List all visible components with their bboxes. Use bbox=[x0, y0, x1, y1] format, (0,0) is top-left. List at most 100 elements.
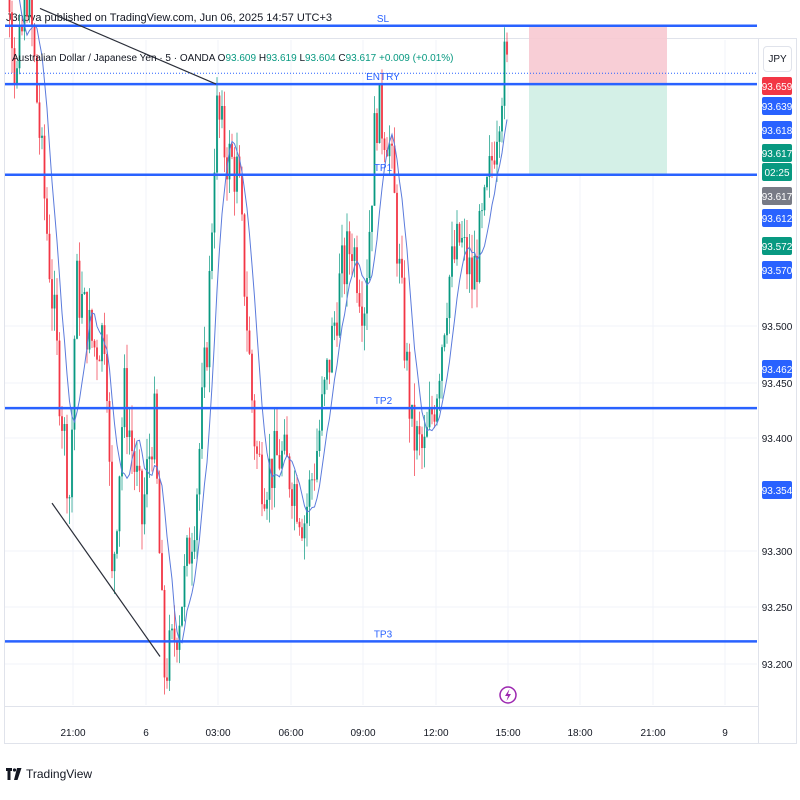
candle-body bbox=[156, 393, 158, 479]
candle bbox=[166, 658, 168, 689]
candle bbox=[143, 477, 146, 535]
candle-body bbox=[161, 553, 163, 590]
tradingview-footer[interactable]: TradingView bbox=[6, 767, 92, 781]
candle-body bbox=[456, 223, 458, 260]
chart-pane[interactable] bbox=[4, 38, 797, 744]
candle bbox=[53, 270, 56, 331]
candle bbox=[38, 84, 41, 155]
candle-body bbox=[31, 0, 33, 27]
price-badge-text: 93.612 bbox=[762, 214, 793, 225]
price-badge-text: 93.462 bbox=[762, 365, 793, 376]
candle-body bbox=[341, 245, 343, 274]
candle-body bbox=[63, 424, 66, 431]
candle bbox=[183, 554, 186, 622]
candle-body bbox=[371, 205, 373, 232]
candle-body bbox=[453, 246, 456, 260]
candle-body bbox=[246, 296, 248, 331]
price-scale-divider bbox=[758, 38, 759, 744]
candle bbox=[378, 83, 381, 144]
candle-body bbox=[293, 484, 296, 506]
candle-body bbox=[328, 359, 331, 373]
candle-body bbox=[133, 451, 136, 472]
candle bbox=[421, 426, 423, 470]
legend-open: O93.609 bbox=[217, 53, 257, 64]
candle-body bbox=[176, 641, 178, 650]
candle bbox=[213, 148, 216, 249]
time-scale-divider bbox=[4, 706, 758, 707]
candle-body bbox=[143, 494, 146, 525]
candle bbox=[478, 204, 481, 284]
candle bbox=[233, 147, 236, 216]
candle-body bbox=[331, 325, 333, 373]
candle bbox=[368, 210, 371, 281]
candle bbox=[116, 529, 118, 559]
price-badge-bg bbox=[762, 77, 792, 95]
legend-change: +0.009 (+0.01%) bbox=[378, 53, 454, 64]
trendline-1[interactable] bbox=[39, 7, 217, 85]
price-tick-label: 93.250 bbox=[762, 603, 793, 614]
candle bbox=[261, 441, 263, 517]
candle-body bbox=[413, 404, 416, 451]
candle-body bbox=[106, 354, 108, 402]
price-axis[interactable]: 93.500 93.450 93.400 93.300 93.250 93.200 bbox=[762, 322, 793, 671]
candle-body bbox=[86, 291, 88, 350]
candle-body bbox=[148, 456, 151, 460]
price-badge: 93.659 bbox=[762, 77, 793, 95]
trendlines[interactable] bbox=[39, 7, 217, 657]
candle bbox=[383, 131, 386, 163]
flash-icon[interactable] bbox=[499, 686, 517, 704]
candle bbox=[51, 259, 53, 331]
time-tick-label: 21:00 bbox=[640, 728, 665, 739]
legend-high: H93.619 bbox=[258, 53, 297, 64]
candle bbox=[56, 278, 58, 355]
candle-body bbox=[108, 401, 111, 462]
candle-body bbox=[353, 247, 356, 261]
candle bbox=[46, 187, 48, 241]
candle bbox=[453, 229, 456, 264]
candle bbox=[243, 213, 246, 306]
time-tick-label: 6 bbox=[143, 728, 149, 739]
candle-body bbox=[131, 430, 133, 452]
candle-body bbox=[296, 484, 298, 522]
candle-body bbox=[451, 246, 453, 277]
candle-body bbox=[301, 527, 303, 539]
trendline-2[interactable] bbox=[51, 502, 161, 657]
candle-body bbox=[313, 479, 316, 481]
candle-body bbox=[506, 41, 508, 55]
candle bbox=[303, 515, 306, 560]
time-axis[interactable]: 21:00 6 03:00 06:00 09:00 12:00 15:00 18:00 21:0… bbox=[60, 728, 728, 739]
candle-body bbox=[218, 95, 221, 120]
candle-body bbox=[291, 489, 293, 506]
price-tick-label: 93.500 bbox=[762, 322, 793, 333]
candle-body bbox=[88, 309, 91, 350]
candle bbox=[288, 453, 291, 498]
candle bbox=[146, 438, 148, 508]
candle bbox=[8, 0, 11, 38]
candle bbox=[163, 585, 166, 695]
candle-body bbox=[378, 83, 381, 144]
candle-body bbox=[468, 257, 471, 275]
candle-body bbox=[338, 273, 341, 336]
price-badge-text: 93.354 bbox=[762, 486, 793, 497]
level-lines[interactable]: SL ENTRY TP1 TP2 TP3 bbox=[5, 14, 757, 643]
candle bbox=[228, 130, 231, 194]
candle bbox=[153, 376, 156, 464]
candle bbox=[393, 127, 396, 194]
candle-body bbox=[308, 479, 311, 507]
candle bbox=[188, 527, 191, 565]
candle bbox=[463, 218, 466, 261]
candle-body bbox=[498, 131, 501, 142]
candle bbox=[231, 133, 233, 160]
candle-body bbox=[188, 537, 191, 564]
candle bbox=[13, 37, 16, 99]
price-tick-label: 93.300 bbox=[762, 547, 793, 558]
legend-symbol: Australian Dollar / Japanese Yen · 5 · O… bbox=[12, 53, 215, 64]
candle bbox=[348, 221, 351, 275]
candle-body bbox=[253, 400, 256, 447]
currency-button[interactable]: JPY bbox=[763, 46, 792, 72]
candle-body bbox=[213, 172, 216, 233]
candle bbox=[128, 406, 131, 455]
candle bbox=[428, 381, 431, 431]
candle-body bbox=[273, 430, 276, 488]
